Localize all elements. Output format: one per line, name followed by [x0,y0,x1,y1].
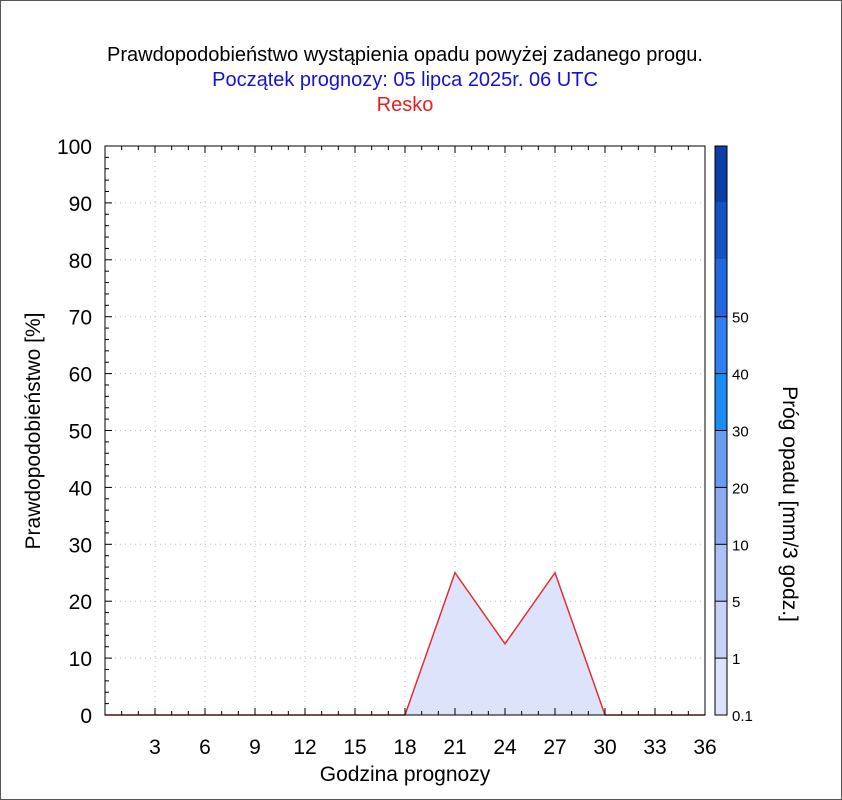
x-tick-label: 9 [249,736,261,759]
axes: 3 6 9 12 15 18 21 24 27 30 33 360102030405060708090… [57,136,717,759]
x-tick-label: 24 [493,736,517,759]
colorbar: 0.1 1 5 10 20 30 40 50 [714,145,753,725]
colorbar-label: Próg opadu [mm/3 godz.] [778,386,801,622]
y-tick-label: 50 [69,421,92,444]
y-tick-label: 60 [69,364,92,387]
x-tick-label: 27 [543,736,566,759]
y-tick-label: 0 [80,705,92,728]
y-tick-label: 10 [69,648,92,671]
x-tick-label: 30 [593,736,616,759]
colorbar-tick-label: 50 [732,310,749,327]
y-axis-label: Prawdopodobieństwo [%] [22,313,45,550]
colorbar-segment [715,259,727,317]
colorbar-segment [715,601,727,659]
colorbar-segment [715,544,727,602]
chart-location: Resko [377,94,434,116]
x-tick-label: 33 [643,736,666,759]
colorbar-tick-label: 30 [732,424,749,441]
y-tick-label: 90 [69,193,92,216]
x-tick-label: 3 [149,736,161,759]
colorbar-tick-label: 40 [732,367,749,384]
colorbar-segment [715,487,727,545]
y-tick-label: 70 [69,307,92,330]
colorbar-segment [715,430,727,488]
grid [105,146,705,715]
y-tick-label: 20 [69,591,92,614]
colorbar-tick-label: 10 [732,537,749,554]
y-tick-label: 40 [69,477,92,500]
x-tick-label: 15 [343,736,366,759]
area-line-1 [105,571,705,716]
colorbar-segment [715,202,727,260]
colorbar-segment [715,146,727,203]
y-tick-label: 80 [69,250,92,273]
colorbar-tick-label: 5 [732,594,740,611]
x-tick-label: 21 [443,736,466,759]
x-tick-label: 18 [393,736,416,759]
x-tick-label: 6 [199,736,211,759]
colorbar-segment [715,316,727,374]
y-tick-label: 100 [57,136,92,159]
chart-title: Prawdopodobieństwo wystąpienia opadu pow… [107,44,703,66]
colorbar-tick-label: 20 [732,480,749,497]
colorbar-tick-label: 1 [732,651,740,668]
y-tick-label: 30 [69,534,92,557]
x-tick-label: 36 [693,736,716,759]
x-axis-label: Godzina prognozy [320,763,491,786]
chart-subtitle: Początek prognozy: 05 lipca 2025r. 06 UT… [212,69,598,91]
colorbar-segment [715,373,727,431]
area-fill-1 [105,572,705,715]
colorbar-segment [715,658,727,715]
data-area [104,571,706,716]
x-tick-label: 12 [293,736,316,759]
colorbar-tick-label: 0.1 [732,708,753,725]
